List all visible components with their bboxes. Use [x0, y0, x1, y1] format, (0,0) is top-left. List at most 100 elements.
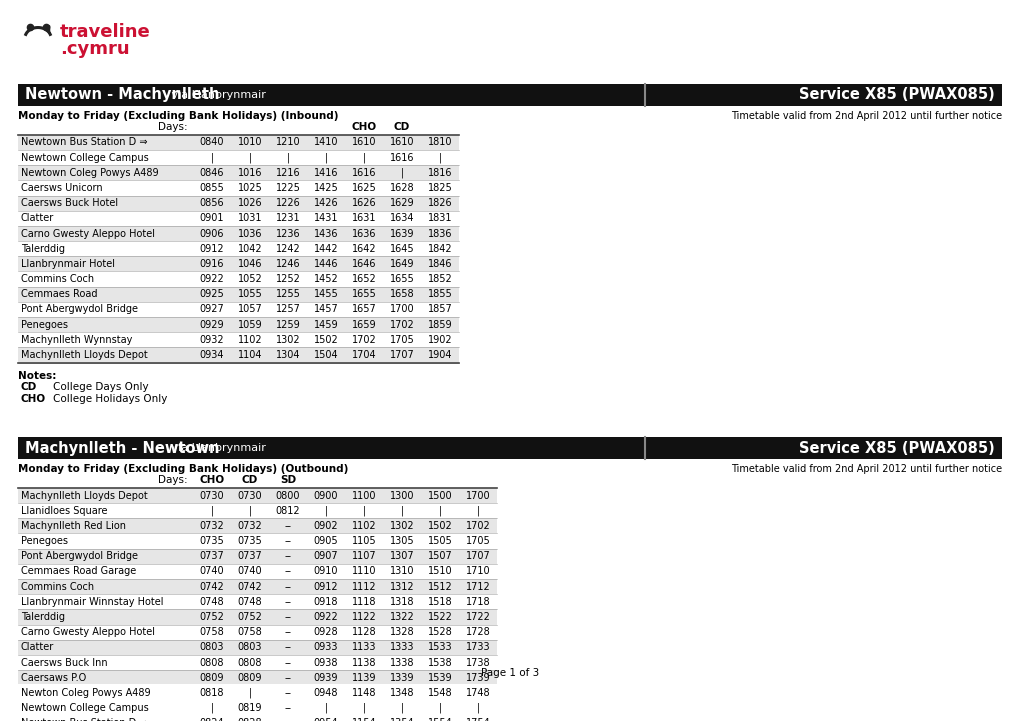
- Bar: [18, 716, 496, 721]
- Text: Cemmaes Road Garage: Cemmaes Road Garage: [21, 567, 137, 577]
- Text: 1538: 1538: [427, 658, 451, 668]
- Text: 1031: 1031: [237, 213, 262, 224]
- Text: 1754: 1754: [465, 718, 490, 721]
- Text: Cemmaes Road: Cemmaes Road: [21, 289, 98, 299]
- Text: 0730: 0730: [200, 490, 224, 500]
- Text: 0808: 0808: [200, 658, 224, 668]
- Text: CD: CD: [21, 382, 38, 392]
- Text: 1333: 1333: [389, 642, 414, 653]
- Text: 1859: 1859: [427, 319, 451, 329]
- Text: 1138: 1138: [352, 658, 376, 668]
- Text: 0932: 0932: [200, 335, 224, 345]
- Text: 1128: 1128: [352, 627, 376, 637]
- Text: 1646: 1646: [352, 259, 376, 269]
- Text: 1649: 1649: [389, 259, 414, 269]
- Text: 1739: 1739: [466, 673, 490, 683]
- Text: College Days Only: College Days Only: [53, 382, 149, 392]
- Bar: [18, 348, 459, 363]
- Text: |: |: [362, 505, 365, 516]
- Text: 1631: 1631: [352, 213, 376, 224]
- Text: Caersaws P.O: Caersaws P.O: [21, 673, 87, 683]
- Text: 0929: 0929: [200, 319, 224, 329]
- Text: 1010: 1010: [237, 138, 262, 147]
- Text: 1348: 1348: [389, 688, 414, 698]
- Text: --: --: [284, 567, 291, 577]
- Text: 0730: 0730: [237, 490, 262, 500]
- Text: 1307: 1307: [389, 552, 414, 561]
- Text: 1718: 1718: [466, 597, 490, 607]
- Text: 1510: 1510: [427, 567, 451, 577]
- Text: Monday to Friday (Excluding Bank Holidays) (Inbound): Monday to Friday (Excluding Bank Holiday…: [18, 111, 338, 121]
- Text: 1504: 1504: [314, 350, 338, 360]
- Text: 1710: 1710: [466, 567, 490, 577]
- Text: 1410: 1410: [314, 138, 338, 147]
- Text: CHO: CHO: [352, 122, 376, 132]
- Text: College Holidays Only: College Holidays Only: [53, 394, 167, 404]
- Text: 1836: 1836: [427, 229, 451, 239]
- Text: traveline: traveline: [60, 23, 151, 41]
- Bar: [18, 701, 496, 716]
- Text: 1500: 1500: [427, 490, 451, 500]
- Text: 1634: 1634: [389, 213, 414, 224]
- Text: 0740: 0740: [237, 567, 262, 577]
- Text: 1702: 1702: [465, 521, 490, 531]
- Text: --: --: [284, 597, 291, 607]
- Text: 1722: 1722: [465, 612, 490, 622]
- Text: 1226: 1226: [275, 198, 300, 208]
- Text: 1302: 1302: [389, 521, 414, 531]
- Text: |: |: [438, 152, 441, 163]
- Text: |: |: [400, 167, 404, 178]
- Text: 1105: 1105: [352, 536, 376, 546]
- Text: 1107: 1107: [352, 552, 376, 561]
- Text: 1626: 1626: [352, 198, 376, 208]
- Text: 1457: 1457: [313, 304, 338, 314]
- Text: 1110: 1110: [352, 567, 376, 577]
- Text: 1700: 1700: [466, 490, 490, 500]
- Bar: [18, 150, 459, 165]
- Text: 0735: 0735: [237, 536, 262, 546]
- Text: 1616: 1616: [352, 168, 376, 178]
- Text: 1522: 1522: [427, 612, 452, 622]
- Text: 1425: 1425: [313, 183, 338, 193]
- Text: via Llanbrynmair: via Llanbrynmair: [168, 443, 265, 453]
- Text: |: |: [476, 505, 479, 516]
- Text: --: --: [284, 627, 291, 637]
- Text: 1712: 1712: [465, 582, 490, 592]
- Text: 0752: 0752: [200, 612, 224, 622]
- Bar: [18, 579, 496, 594]
- Text: Clatter: Clatter: [21, 642, 54, 653]
- Text: 0742: 0742: [237, 582, 262, 592]
- Text: 1459: 1459: [314, 319, 338, 329]
- Text: 0948: 0948: [314, 688, 338, 698]
- Text: |: |: [324, 152, 327, 163]
- Text: 0900: 0900: [314, 490, 338, 500]
- Text: |: |: [249, 152, 252, 163]
- Text: Caersws Buck Inn: Caersws Buck Inn: [21, 658, 108, 668]
- Text: 1259: 1259: [275, 319, 300, 329]
- Text: 1225: 1225: [275, 183, 301, 193]
- Bar: [18, 609, 496, 624]
- Text: 1502: 1502: [313, 335, 338, 345]
- Text: 0846: 0846: [200, 168, 224, 178]
- Text: |: |: [438, 505, 441, 516]
- Text: 0905: 0905: [314, 536, 338, 546]
- Text: 1036: 1036: [237, 229, 262, 239]
- Text: 0901: 0901: [200, 213, 224, 224]
- Text: 1748: 1748: [466, 688, 490, 698]
- Text: 1704: 1704: [352, 350, 376, 360]
- Text: --: --: [284, 521, 291, 531]
- Text: 0916: 0916: [200, 259, 224, 269]
- Text: Caersws Unicorn: Caersws Unicorn: [21, 183, 103, 193]
- Text: Service X85 (PWAX085): Service X85 (PWAX085): [799, 441, 994, 456]
- Text: 0748: 0748: [200, 597, 224, 607]
- Text: 1442: 1442: [314, 244, 338, 254]
- Bar: [18, 180, 459, 195]
- Text: 0737: 0737: [237, 552, 262, 561]
- Text: Machynlleth Lloyds Depot: Machynlleth Lloyds Depot: [21, 490, 148, 500]
- Bar: [18, 84, 1001, 106]
- Bar: [18, 302, 459, 317]
- Text: 1902: 1902: [427, 335, 451, 345]
- Text: Talerddig: Talerddig: [21, 244, 65, 254]
- Text: |: |: [476, 703, 479, 713]
- Text: --: --: [284, 718, 291, 721]
